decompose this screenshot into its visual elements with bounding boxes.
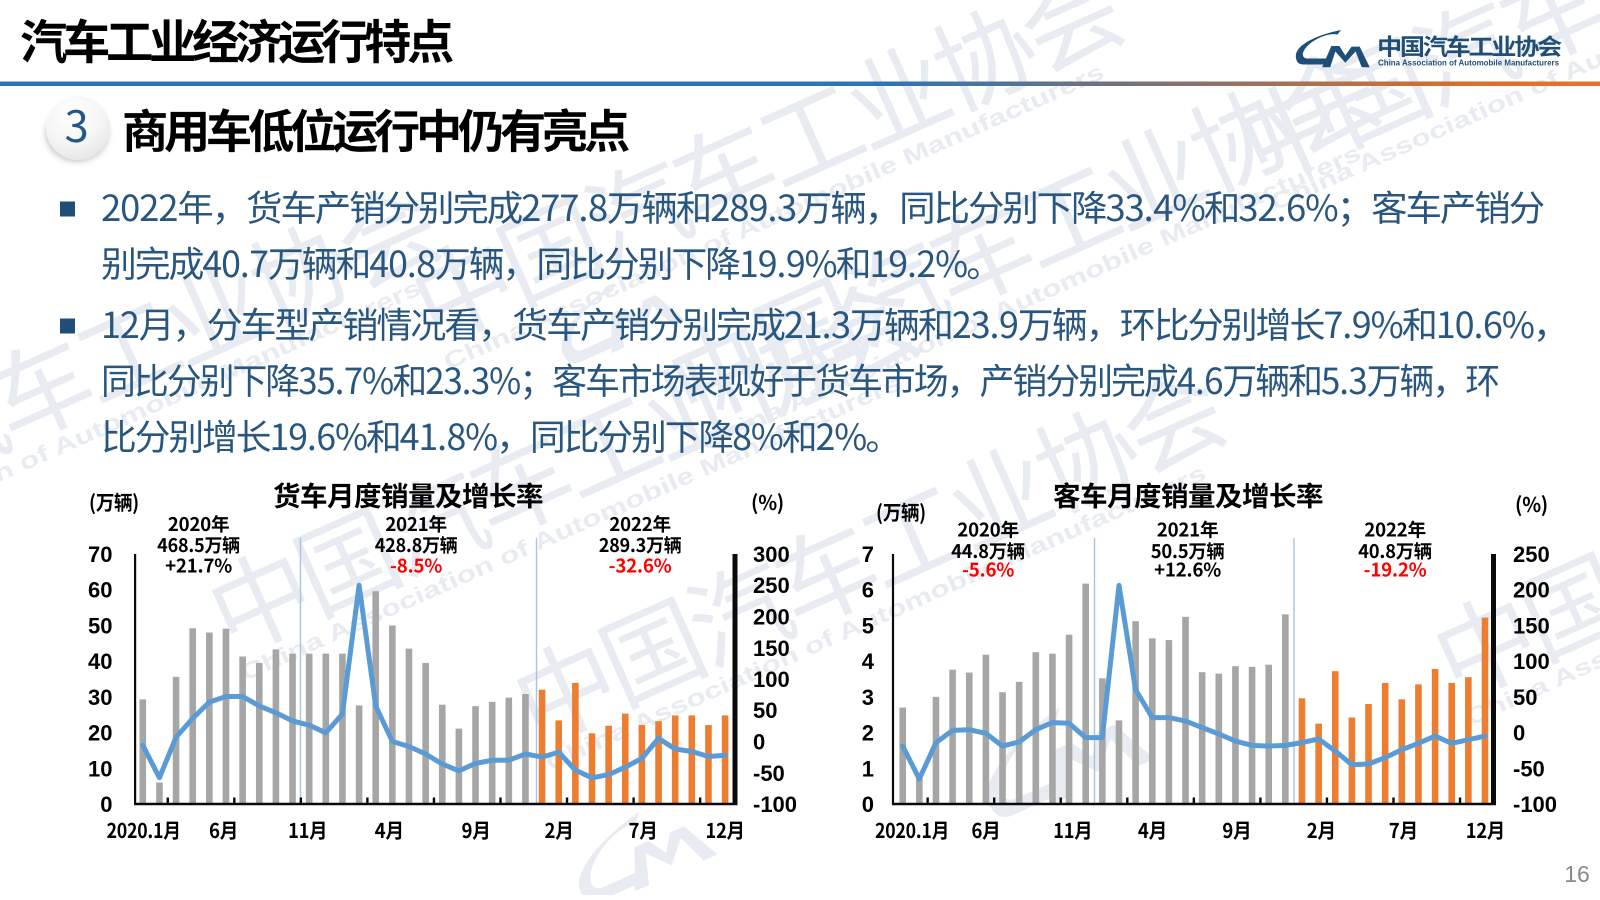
svg-text:50: 50 — [88, 613, 112, 638]
svg-text:6: 6 — [862, 578, 874, 603]
svg-text:-100: -100 — [753, 792, 797, 817]
svg-text:0: 0 — [1513, 721, 1525, 746]
svg-text:China Association of Automobil: China Association of Automobile Manufact… — [1378, 58, 1559, 68]
svg-text:200: 200 — [1513, 578, 1550, 603]
svg-text:60: 60 — [88, 578, 112, 603]
svg-text:10: 10 — [88, 756, 112, 781]
svg-text:3: 3 — [862, 685, 874, 710]
svg-text:1: 1 — [862, 756, 874, 781]
svg-text:2: 2 — [862, 721, 874, 746]
svg-text:4: 4 — [862, 649, 875, 674]
svg-text:100: 100 — [1513, 649, 1550, 674]
svg-text:20: 20 — [88, 721, 112, 746]
svg-text:50: 50 — [1513, 685, 1537, 710]
svg-text:250: 250 — [753, 573, 790, 598]
svg-text:0: 0 — [100, 792, 112, 817]
svg-text:100: 100 — [753, 667, 790, 692]
svg-text:-50: -50 — [753, 761, 785, 786]
svg-text:70: 70 — [88, 542, 112, 567]
svg-text:0: 0 — [862, 792, 874, 817]
svg-text:7: 7 — [862, 542, 874, 567]
svg-text:16: 16 — [1564, 861, 1590, 887]
svg-text:-50: -50 — [1513, 756, 1545, 781]
svg-text:300: 300 — [753, 542, 790, 567]
svg-text:5: 5 — [862, 613, 874, 638]
svg-text:50: 50 — [753, 698, 777, 723]
svg-text:250: 250 — [1513, 542, 1550, 567]
svg-text:40: 40 — [88, 649, 112, 674]
svg-text:200: 200 — [753, 605, 790, 630]
svg-text:0: 0 — [753, 730, 765, 755]
svg-text:30: 30 — [88, 685, 112, 710]
svg-text:150: 150 — [753, 636, 790, 661]
svg-text:150: 150 — [1513, 613, 1550, 638]
svg-text:-100: -100 — [1513, 792, 1557, 817]
